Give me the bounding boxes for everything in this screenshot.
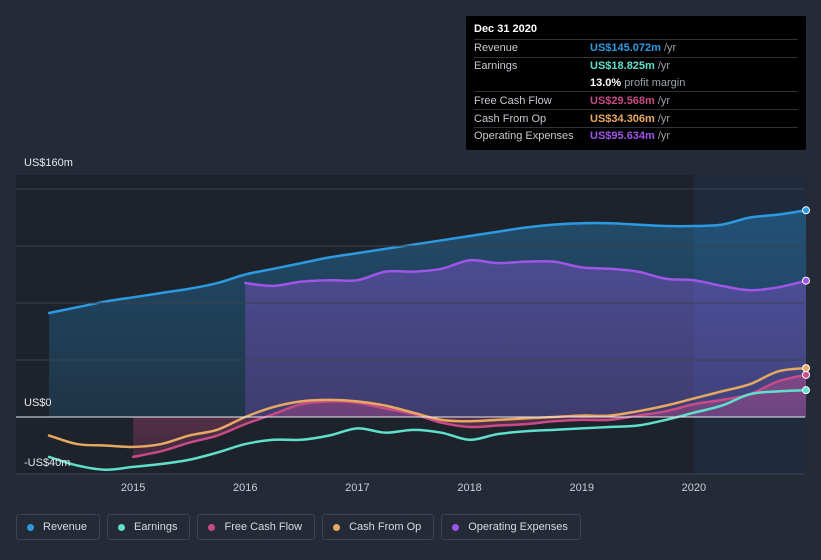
- tooltip-row: Earnings US$18.825m/yr: [474, 56, 798, 75]
- tooltip-unit: /yr: [663, 42, 677, 55]
- legend-dot-icon: [452, 523, 460, 531]
- earnings-end-marker: [802, 386, 810, 395]
- x-axis-label: 2015: [121, 482, 145, 494]
- legend-dot-icon: [118, 523, 126, 531]
- fcf-end-marker: [802, 370, 810, 379]
- tooltip-unit: /yr: [657, 112, 671, 125]
- tooltip-row: 13.0% profit margin: [474, 75, 798, 92]
- legend-item-cfo[interactable]: Cash From Op: [322, 514, 435, 540]
- fcf-line: [131, 373, 808, 459]
- tooltip-label: Free Cash Flow: [474, 94, 552, 107]
- x-axis-label: 2016: [233, 482, 257, 494]
- tooltip-label: Operating Expenses: [474, 130, 574, 143]
- legend-dot-icon: [27, 523, 34, 531]
- legend-label: Cash From Op: [349, 521, 422, 533]
- legend-dot-icon: [208, 523, 216, 531]
- earnings-line: [47, 388, 808, 471]
- tooltip-value: US$95.634m: [590, 130, 655, 143]
- tooltip-value: 13.0%: [590, 76, 622, 89]
- legend: Revenue Earnings Free Cash Flow Cash From O…: [16, 514, 581, 540]
- opex-area: [245, 260, 807, 417]
- tooltip-row: Revenue US$145.072m/yr: [474, 39, 798, 57]
- x-axis-label: 2020: [682, 482, 706, 494]
- tooltip-row: Operating Expenses US$95.634m/yr: [474, 126, 798, 145]
- legend-item-revenue[interactable]: Revenue: [16, 514, 101, 540]
- cfo-end-marker: [802, 364, 810, 373]
- tooltip-label: Cash From Op: [474, 112, 547, 125]
- legend-item-opex[interactable]: Operating Expenses: [441, 514, 581, 540]
- tooltip-row: Free Cash Flow US$29.568m/yr: [474, 91, 798, 109]
- tooltip-unit: profit margin: [624, 76, 686, 89]
- legend-label: Operating Expenses: [468, 521, 568, 533]
- legend-label: Free Cash Flow: [224, 521, 303, 533]
- x-axis-label: 2018: [457, 482, 481, 494]
- y-axis-label: -US$40m: [24, 457, 70, 469]
- tooltip-unit: /yr: [657, 94, 671, 107]
- legend-item-earnings[interactable]: Earnings: [107, 514, 191, 540]
- fcf-area: [133, 374, 807, 457]
- y-axis-label: US$0: [24, 397, 52, 409]
- legend-dot-icon: [333, 523, 341, 531]
- tooltip-label: Revenue: [474, 42, 519, 55]
- revenue-line: [47, 209, 808, 315]
- opex-line: [244, 258, 808, 292]
- tooltip-unit: /yr: [657, 130, 671, 143]
- legend-label: Earnings: [134, 521, 178, 533]
- tooltip-value: US$18.825m: [590, 60, 655, 73]
- tooltip-value: US$145.072m: [590, 42, 661, 55]
- y-axis-label: US$160m: [24, 157, 73, 169]
- opex-end-marker: [802, 276, 810, 285]
- tooltip-panel: Dec 31 2020 Revenue US$145.072m/yr Earning…: [466, 16, 806, 150]
- tooltip-value: US$29.568m: [590, 94, 655, 107]
- x-axis-label: 2019: [569, 482, 593, 494]
- x-axis-label: 2017: [345, 482, 369, 494]
- revenue-end-marker: [802, 206, 810, 215]
- tooltip-value: US$34.306m: [590, 112, 655, 125]
- legend-label: Revenue: [43, 521, 88, 533]
- tooltip-unit: /yr: [657, 60, 671, 73]
- tooltip-date: Dec 31 2020: [474, 23, 537, 35]
- tooltip-row: Cash From Op US$34.306m/yr: [474, 109, 798, 127]
- tooltip-label: Earnings: [474, 60, 518, 73]
- legend-item-fcf[interactable]: Free Cash Flow: [197, 514, 316, 540]
